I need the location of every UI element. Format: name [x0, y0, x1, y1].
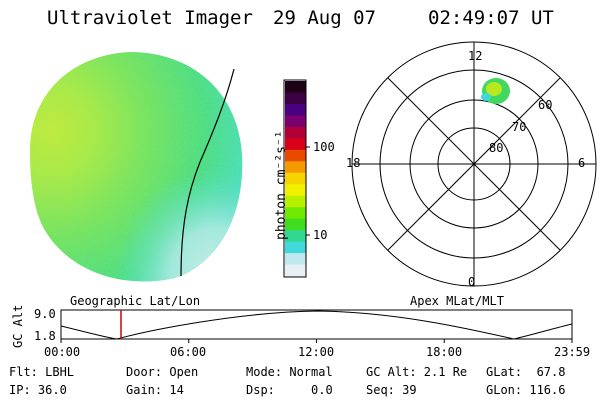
- colorbar-band: [285, 172, 306, 185]
- colorbar-tick-100: 100: [313, 140, 335, 154]
- orbit-ytick-bottom: 1.8: [34, 329, 56, 343]
- colorbar-band: [285, 264, 306, 277]
- colorbar-band: [285, 92, 306, 105]
- colorbar-band: [285, 241, 306, 254]
- colorbar-band: [285, 81, 306, 94]
- orbit-xtick-0000: 00:00: [44, 345, 81, 359]
- colorbar-tick-10: 10: [313, 228, 328, 242]
- colorbar-band: [285, 126, 306, 139]
- colorbar-band: [285, 218, 306, 231]
- colorbar-band: [285, 195, 306, 208]
- orbit-altitude-curve: [60, 310, 573, 340]
- aurora-blob: [481, 78, 510, 104]
- colorbar-band: [285, 103, 306, 117]
- status-gc-alt: GC Alt: 2.1 Re: [366, 365, 468, 379]
- colorbar-band: [285, 115, 306, 128]
- status-door: Door: Open: [126, 365, 199, 379]
- orbit-xtick-0600: 06:00: [170, 345, 207, 359]
- mlat-label-60: 60: [538, 98, 553, 112]
- colorbar-band: [285, 184, 306, 197]
- mlt-label-6: 6: [578, 156, 586, 170]
- colorbar-band: [285, 161, 306, 174]
- colorbar-band: [285, 138, 306, 151]
- orbit-left-title: Geographic Lat/Lon: [70, 294, 201, 308]
- mlt-label-0: 0: [468, 275, 476, 289]
- mlt-label-12: 12: [468, 49, 483, 63]
- mlat-label-80: 80: [489, 141, 504, 155]
- status-dsp: Dsp: 0.0: [246, 383, 333, 397]
- date-label: 29 Aug 07: [273, 7, 376, 29]
- status-ip: IP: 36.0: [9, 383, 67, 397]
- orbit-xtick-1800: 18:00: [426, 345, 463, 359]
- terminator-line: [180, 68, 235, 277]
- orbit-right-title: Apex MLat/MLT: [410, 294, 504, 308]
- instrument-title: Ultraviolet Imager: [47, 7, 253, 29]
- colorbar-band: [285, 253, 306, 266]
- mlt-label-18: 18: [346, 156, 361, 170]
- orbit-ytick-top: 9.0: [34, 307, 56, 321]
- orbit-xtick-1200: 12:00: [298, 345, 335, 359]
- orbit-xtick-2359: 23:59: [554, 345, 591, 359]
- colorbar-band: [285, 207, 306, 220]
- status-seq: Seq: 39: [366, 383, 417, 397]
- colorbar-band: [285, 149, 306, 162]
- status-glon: GLon: 116.6: [486, 383, 566, 397]
- time-label: 02:49:07 UT: [428, 7, 554, 29]
- status-mode: Mode: Normal: [246, 365, 333, 379]
- colorbar-band: [285, 230, 306, 243]
- status-glat: GLat: 67.8: [486, 365, 566, 379]
- status-filter: Flt: LBHL: [9, 365, 75, 379]
- status-gain: Gain: 14: [126, 383, 184, 397]
- mlat-label-70: 70: [512, 120, 527, 134]
